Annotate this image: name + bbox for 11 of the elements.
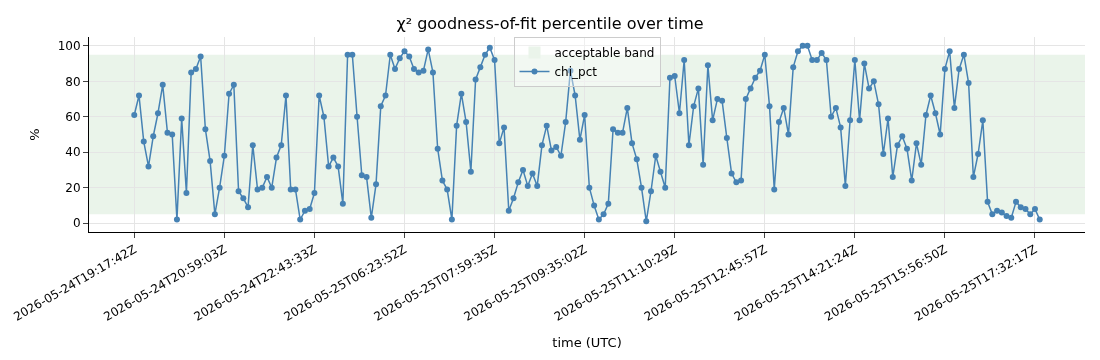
band-label: acceptable band	[554, 46, 655, 61]
y-tick-label: 100	[57, 39, 81, 54]
chart-title: χ² goodness-of-fit percentile over time	[396, 14, 704, 34]
y-tick-label: 20	[65, 180, 81, 195]
y-tick-label: 0	[72, 216, 81, 231]
y-tick-label: 40	[65, 145, 81, 160]
legend-label: chi_pct	[554, 65, 598, 80]
x-axis-title: time (UTC)	[552, 335, 622, 351]
y-tick-label: 60	[65, 109, 81, 124]
y-axis-title: %	[26, 128, 42, 141]
y-tick-label: 80	[65, 74, 81, 89]
